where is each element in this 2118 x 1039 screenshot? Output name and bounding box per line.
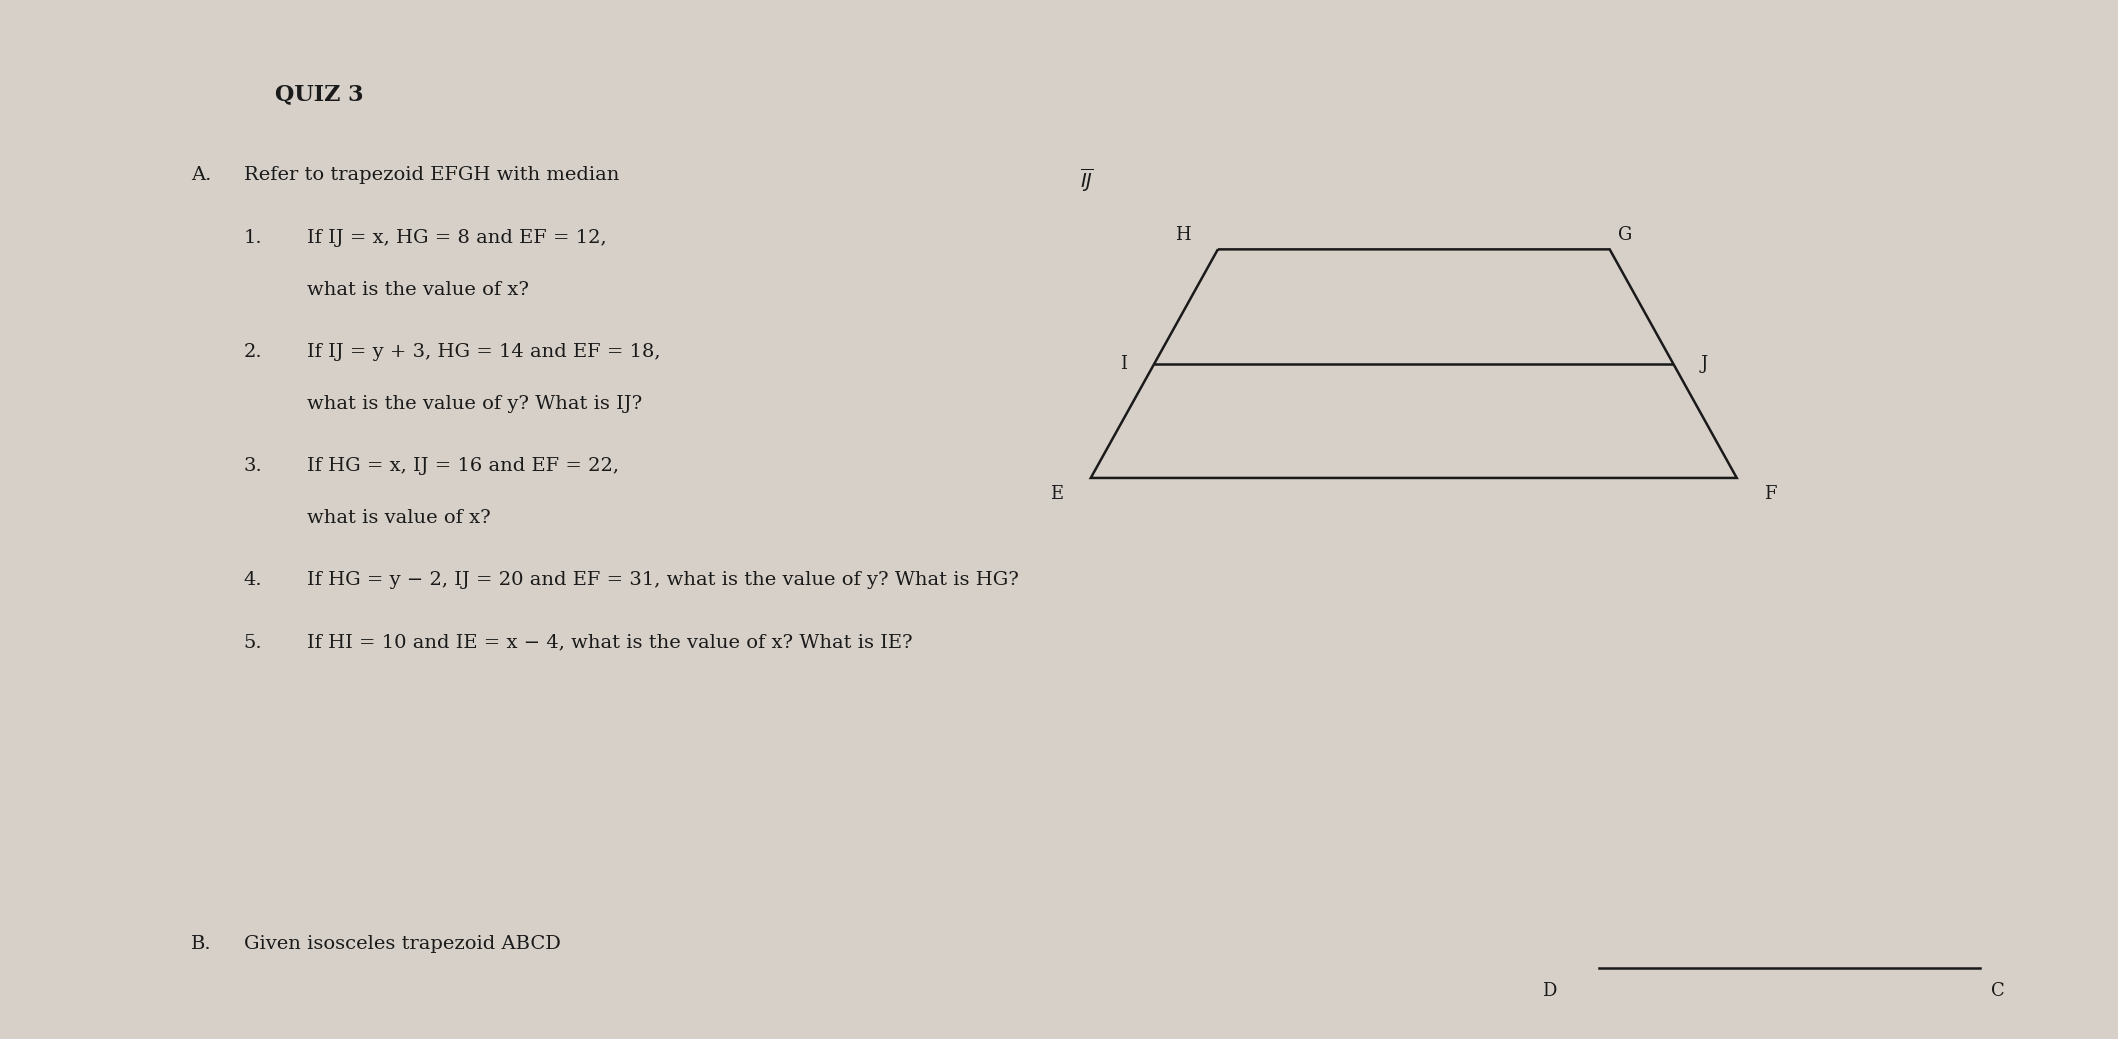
Text: B.: B. [191,935,212,953]
Text: If HG = x, IJ = 16 and EF = 22,: If HG = x, IJ = 16 and EF = 22, [307,457,618,475]
Text: G: G [1618,225,1633,244]
Text: If IJ = x, HG = 8 and EF = 12,: If IJ = x, HG = 8 and EF = 12, [307,229,606,246]
Text: If IJ = y + 3, HG = 14 and EF = 18,: If IJ = y + 3, HG = 14 and EF = 18, [307,343,661,361]
Text: 1.: 1. [244,229,263,246]
Text: 2.: 2. [244,343,263,361]
Text: J: J [1701,354,1707,373]
Text: what is the value of x?: what is the value of x? [307,281,530,298]
Text: D: D [1542,982,1557,1000]
Text: $\overline{IJ}$: $\overline{IJ}$ [1080,166,1093,194]
Text: QUIZ 3: QUIZ 3 [275,83,364,105]
Text: Given isosceles trapezoid ABCD: Given isosceles trapezoid ABCD [244,935,561,953]
Text: I: I [1120,354,1127,373]
Text: 4.: 4. [244,571,263,589]
Text: If HG = y − 2, IJ = 20 and EF = 31, what is the value of y? What is HG?: If HG = y − 2, IJ = 20 and EF = 31, what… [307,571,1019,589]
Text: what is value of x?: what is value of x? [307,509,491,527]
Text: what is the value of y? What is IJ?: what is the value of y? What is IJ? [307,395,642,412]
Text: C: C [1991,982,2004,1000]
Text: E: E [1051,484,1063,503]
Text: Refer to trapezoid EFGH with median: Refer to trapezoid EFGH with median [244,166,625,184]
Text: 5.: 5. [244,634,263,651]
Text: If HI = 10 and IE = x − 4, what is the value of x? What is IE?: If HI = 10 and IE = x − 4, what is the v… [307,634,913,651]
Text: H: H [1175,225,1190,244]
Text: A.: A. [191,166,212,184]
Text: 3.: 3. [244,457,263,475]
Text: F: F [1764,484,1777,503]
